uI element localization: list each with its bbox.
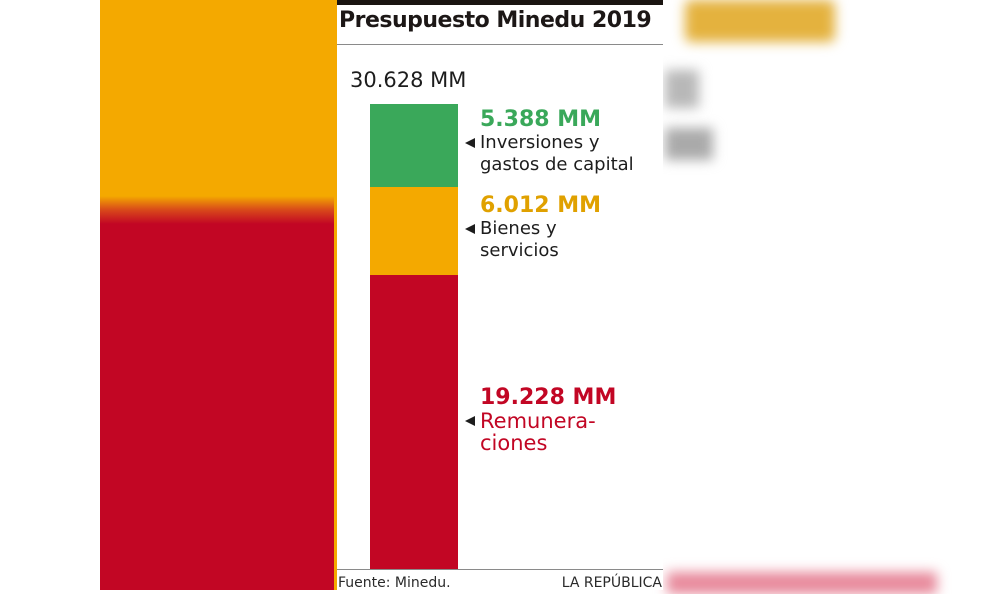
segment-desc-line: Inversiones y xyxy=(480,132,600,153)
total-label: 30.628 MM xyxy=(350,68,467,92)
segment-desc-line: Remunera- xyxy=(480,409,596,433)
source-credit: Fuente: Minedu. xyxy=(338,575,451,591)
background-blob xyxy=(667,572,937,594)
top-bar xyxy=(337,0,663,5)
background-orange-block xyxy=(100,0,337,210)
background-seam xyxy=(100,196,337,224)
segment-description: Inversiones y gastos de capital xyxy=(465,132,634,176)
segment-value: 6.012 MM xyxy=(480,193,602,218)
infographic-card: Presupuesto Minedu 2019 30.628 MM 5.388 … xyxy=(337,0,663,591)
segment-description: Remunera- ciones xyxy=(465,410,616,454)
footer-divider xyxy=(337,569,663,570)
label-remuneraciones: 19.228 MM Remunera- ciones xyxy=(465,386,616,454)
label-inversiones: 5.388 MM Inversiones y gastos de capital xyxy=(465,108,634,176)
segment-desc-line: Bienes y xyxy=(480,218,557,239)
bar-segment-bienes xyxy=(370,187,458,275)
left-arrow-icon xyxy=(465,138,475,148)
bar-segment-inversiones xyxy=(370,104,458,187)
segment-description: Bienes y servicios xyxy=(465,218,601,262)
left-arrow-icon xyxy=(465,416,475,426)
background-blob xyxy=(685,0,835,42)
publisher-brand: LA REPÚBLICA xyxy=(561,575,662,591)
segment-desc-line: servicios xyxy=(480,240,559,261)
segment-value: 19.228 MM xyxy=(480,385,617,410)
label-bienes: 6.012 MM Bienes y servicios xyxy=(465,194,601,262)
background-blur-right xyxy=(663,0,1000,594)
title-divider xyxy=(337,44,663,45)
chart-title: Presupuesto Minedu 2019 xyxy=(339,8,652,33)
background-red-block xyxy=(100,210,337,590)
segment-desc-line: ciones xyxy=(480,431,548,455)
background-blur-left xyxy=(0,0,337,590)
background-blob xyxy=(665,128,713,160)
left-arrow-icon xyxy=(465,224,475,234)
bar-segment-remuneraciones xyxy=(370,275,458,569)
card-left-edge xyxy=(334,0,337,590)
background-blob xyxy=(665,70,699,108)
segment-desc-line: gastos de capital xyxy=(480,154,634,175)
segment-value: 5.388 MM xyxy=(480,107,602,132)
